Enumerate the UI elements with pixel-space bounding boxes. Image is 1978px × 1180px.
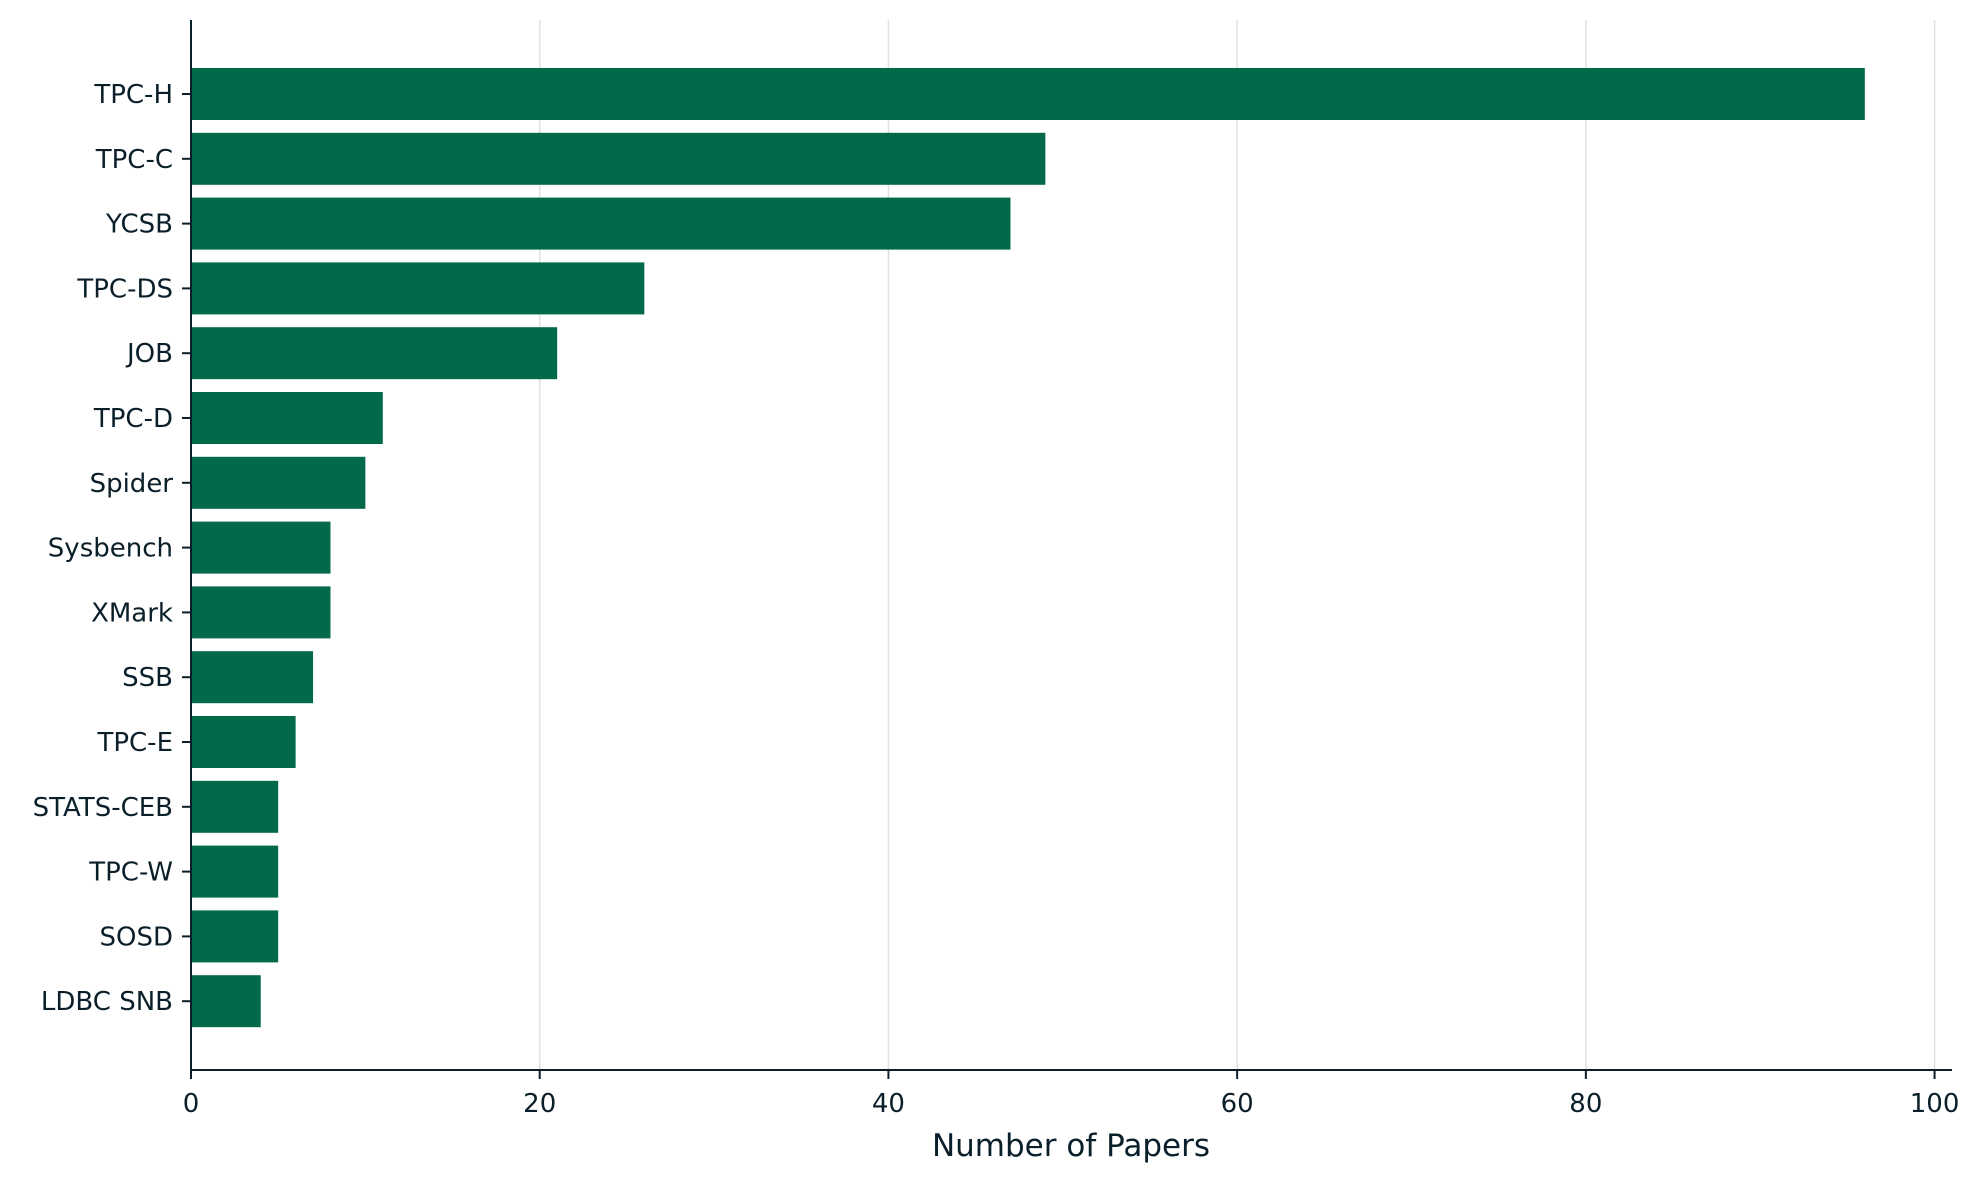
y-tick-label: SSB bbox=[122, 663, 173, 693]
y-tick-label: SOSD bbox=[100, 922, 174, 952]
y-tick-label: XMark bbox=[91, 598, 173, 628]
x-tick-label: 100 bbox=[1910, 1089, 1960, 1119]
x-tick-label: 20 bbox=[523, 1089, 556, 1119]
x-tick-label: 40 bbox=[872, 1089, 905, 1119]
y-tick-label: YCSB bbox=[105, 210, 173, 240]
bar-stats-ceb bbox=[191, 780, 279, 833]
bar-spider bbox=[191, 456, 366, 509]
axes bbox=[190, 20, 1952, 1071]
bar-xmark bbox=[191, 586, 331, 639]
bar-tpc-e bbox=[191, 716, 296, 768]
bar-ssb bbox=[191, 651, 314, 704]
y-tick-label: STATS-CEB bbox=[33, 793, 173, 823]
bar-tpc-c bbox=[191, 132, 1046, 185]
y-tick-label: Spider bbox=[90, 469, 174, 499]
y-tick-label: TPC-D bbox=[93, 404, 173, 434]
y-tick-label: LDBC SNB bbox=[41, 987, 173, 1017]
y-tick-label: TPC-C bbox=[95, 145, 173, 175]
y-tick-label: TPC-H bbox=[93, 80, 173, 110]
x-axis-title: Number of Papers bbox=[932, 1128, 1210, 1164]
bar-tpc-w bbox=[191, 845, 279, 898]
bar-tpc-h bbox=[191, 68, 1865, 120]
bar-sosd bbox=[191, 910, 279, 963]
y-tick-label: TPC-DS bbox=[76, 274, 173, 304]
tick-labels: 0 20 40 60 80 100 TPC-H TPC-C YCSB TPC-DS JOB TPC-D… bbox=[33, 80, 1960, 1119]
x-tick-label: 0 bbox=[183, 1089, 200, 1119]
bar-ldbc-snb bbox=[191, 975, 261, 1028]
y-tick-label: TPC-W bbox=[88, 858, 173, 888]
x-tick-label: 80 bbox=[1569, 1089, 1602, 1119]
bar-job bbox=[191, 327, 558, 380]
bar-ycsb bbox=[191, 197, 1011, 250]
y-tick-label: Sysbench bbox=[48, 534, 173, 564]
bars bbox=[191, 68, 1865, 1028]
x-tick-label: 60 bbox=[1221, 1089, 1254, 1119]
y-tick-label: JOB bbox=[125, 339, 173, 369]
bar-sysbench bbox=[191, 521, 331, 574]
bar-tpc-ds bbox=[191, 262, 645, 315]
bar-tpc-d bbox=[191, 392, 383, 444]
grid-lines bbox=[538, 20, 1936, 1070]
y-tick-label: TPC-E bbox=[96, 728, 173, 758]
